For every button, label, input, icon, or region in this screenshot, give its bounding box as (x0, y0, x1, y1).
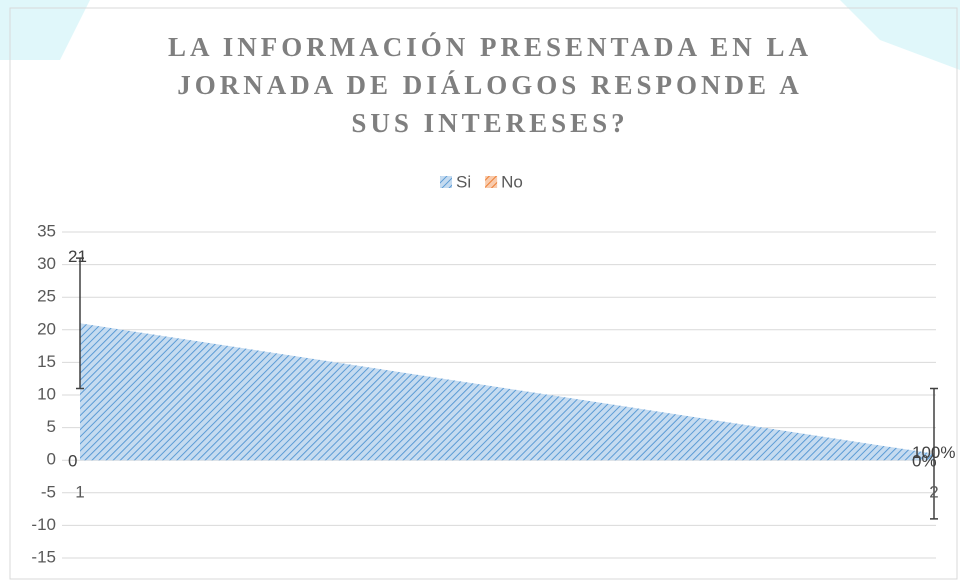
chart-title: SUS INTERESES? (351, 108, 628, 138)
legend-swatch (440, 176, 452, 188)
error-bar (930, 387, 938, 520)
y-tick-label: 35 (37, 221, 56, 240)
data-label: 0 (68, 452, 77, 471)
y-tick-label: -15 (31, 547, 56, 566)
data-label: 100% (912, 443, 955, 462)
data-label: 0% (912, 452, 937, 471)
y-tick-label: 30 (37, 254, 56, 273)
y-tick-label: 20 (37, 319, 56, 338)
error-bar (76, 257, 84, 390)
y-tick-label: 25 (37, 287, 56, 306)
chart-title: JORNADA DE DIÁLOGOS RESPONDE A (177, 70, 803, 100)
legend-label: No (501, 172, 523, 191)
x-tick-label: 2 (929, 482, 938, 501)
y-tick-label: -10 (31, 515, 56, 534)
background-decor (0, 0, 960, 70)
chart-border (9, 7, 958, 580)
x-tick-label: 1 (75, 482, 84, 501)
data-label: 21 (68, 247, 87, 266)
area (80, 323, 934, 461)
y-tick-label: -5 (41, 482, 56, 501)
legend-label: Si (456, 172, 471, 191)
legend-swatch (485, 176, 498, 188)
y-tick-label: 0 (47, 450, 56, 469)
y-tick-label: 10 (37, 384, 56, 403)
chart-title: LA INFORMACIÓN PRESENTADA EN LA (168, 32, 812, 62)
y-tick-label: 5 (47, 417, 56, 436)
y-tick-label: 15 (37, 352, 56, 371)
